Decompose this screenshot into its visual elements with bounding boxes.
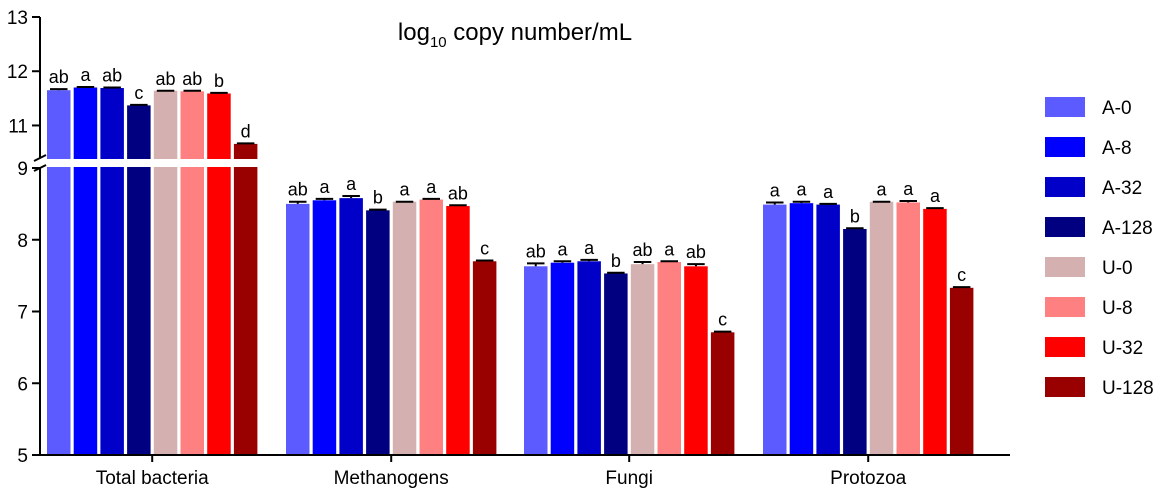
bar-U-0-2 — [630, 264, 655, 455]
bar-U-0-3 — [869, 201, 894, 455]
legend: A-0 A-8 A-32 A-128 U-0 U-8 U-32 U-128 — [1045, 97, 1154, 399]
y-tick-label: 5 — [17, 446, 28, 467]
legend-label-A-8: A-8 — [1102, 138, 1132, 159]
y-tick-label: 8 — [17, 231, 28, 252]
y-tick-label: 11 — [8, 116, 28, 137]
significance-letter: a — [584, 238, 595, 258]
significance-letter: a — [903, 179, 914, 199]
bar-U-128-2 — [710, 332, 735, 455]
bar-A-32-3 — [816, 204, 840, 455]
legend-swatch-U-32 — [1045, 337, 1085, 357]
x-tick-label: Methanogens — [334, 468, 449, 489]
significance-letter: ab — [182, 69, 202, 89]
significance-letter: ab — [156, 69, 176, 89]
bar-U-8-1 — [419, 199, 443, 455]
significance-letter: ab — [686, 242, 706, 262]
bar-A-8-3 — [789, 203, 814, 455]
x-tick-label: Protozoa — [830, 468, 906, 489]
y-tick-label: 13 — [7, 8, 28, 29]
bar-U-128-3 — [949, 287, 974, 455]
significance-letter: c — [134, 83, 143, 103]
bar-U-8-2 — [657, 261, 681, 455]
y-tick-label: 7 — [17, 303, 28, 324]
legend-label-U-32: U-32 — [1102, 338, 1143, 359]
bar-U-8-0 — [180, 91, 204, 456]
bar-U-128-0 — [233, 143, 258, 455]
legend-label-A-0: A-0 — [1102, 98, 1132, 119]
bar-U-0-1 — [392, 201, 417, 455]
legend-swatch-A-128 — [1045, 217, 1085, 237]
legend-label-U-8: U-8 — [1102, 298, 1133, 319]
bar-A-128-1 — [366, 210, 390, 455]
significance-letter: a — [557, 239, 568, 259]
bar-A-8-1 — [312, 200, 337, 455]
bar-A-8-0 — [73, 87, 98, 455]
bar-A-128-3 — [843, 228, 867, 455]
bar-A-0-0 — [47, 90, 71, 455]
bar-U-32-0 — [207, 93, 231, 455]
significance-letter: c — [480, 239, 489, 259]
significance-letter: a — [400, 180, 411, 200]
legend-label-A-128: A-128 — [1102, 218, 1153, 239]
significance-letter: a — [930, 186, 941, 206]
significance-letter: d — [241, 121, 251, 141]
significance-letter: a — [877, 180, 888, 200]
axis-break-gap — [28, 159, 1038, 167]
y-tick-label: 12 — [7, 62, 28, 83]
significance-letter: a — [796, 180, 807, 200]
x-tick-label: Total bacteria — [96, 468, 209, 489]
bar-U-32-2 — [684, 266, 708, 455]
significance-letter: ab — [526, 241, 546, 261]
bar-A-32-2 — [577, 261, 601, 455]
legend-swatch-U-0 — [1045, 257, 1085, 277]
significance-letter: ab — [49, 67, 69, 87]
significance-letter: b — [214, 71, 224, 91]
bar-U-128-1 — [472, 261, 497, 455]
significance-letter: c — [957, 265, 966, 285]
x-tick-label: Fungi — [605, 468, 653, 489]
significance-letter: c — [718, 310, 727, 330]
bar-U-32-3 — [923, 208, 947, 455]
significance-letter: ab — [102, 66, 122, 86]
bar-A-128-0 — [127, 105, 151, 456]
significance-letter: b — [373, 188, 383, 208]
significance-letter: b — [850, 206, 860, 226]
significance-letter: a — [823, 182, 834, 202]
bar-A-32-1 — [339, 198, 363, 455]
legend-swatch-U-128 — [1045, 377, 1085, 397]
significance-letter: a — [426, 177, 437, 197]
significance-letter: ab — [633, 240, 653, 260]
y-tick-label: 6 — [17, 374, 28, 395]
legend-label-U-128: U-128 — [1102, 378, 1154, 399]
bar-A-32-0 — [100, 88, 124, 456]
significance-letter: ab — [288, 180, 308, 200]
legend-swatch-A-32 — [1045, 177, 1085, 197]
legend-swatch-A-8 — [1045, 137, 1085, 157]
bar-U-32-1 — [446, 206, 470, 455]
bar-U-8-3 — [896, 202, 920, 455]
significance-letter: a — [770, 180, 781, 200]
bar-A-0-2 — [524, 266, 548, 455]
bar-A-8-2 — [550, 262, 575, 455]
bar-U-0-0 — [153, 90, 178, 455]
bar-A-0-1 — [286, 203, 310, 455]
y-tick-label: 9 — [17, 159, 28, 180]
significance-letter: a — [664, 239, 675, 259]
significance-letter: a — [319, 177, 330, 197]
significance-letter: ab — [448, 183, 468, 203]
axis-break-mark — [33, 154, 47, 162]
legend-swatch-A-0 — [1045, 97, 1085, 117]
significance-letter: b — [611, 251, 621, 271]
significance-letter: a — [80, 65, 91, 85]
legend-label-U-0: U-0 — [1102, 258, 1133, 279]
legend-swatch-U-8 — [1045, 297, 1085, 317]
bar-A-128-2 — [604, 273, 628, 455]
chart-title: log10 copy number/mL — [398, 19, 632, 51]
significance-letter: a — [346, 174, 357, 194]
legend-label-A-32: A-32 — [1102, 178, 1142, 199]
bar-A-0-3 — [763, 204, 787, 455]
